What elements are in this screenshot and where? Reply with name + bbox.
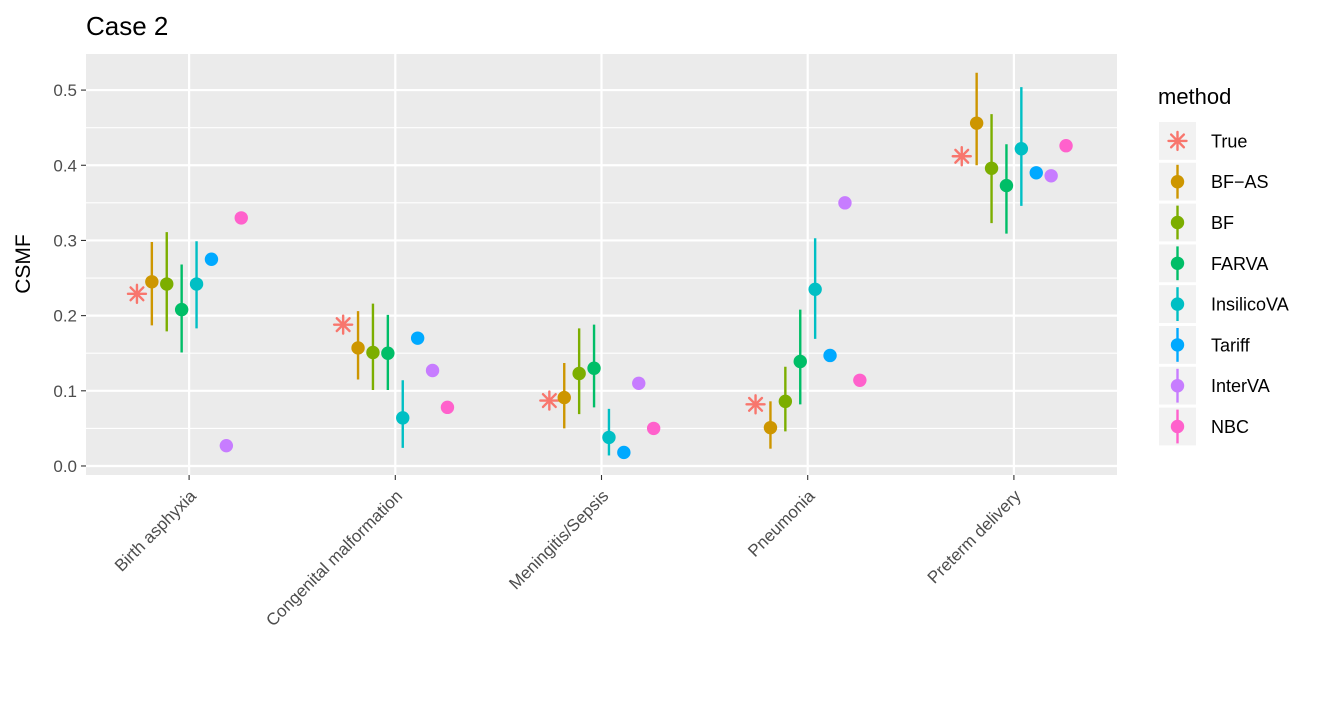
point-farva — [793, 354, 807, 369]
legend-label: BF−AS — [1211, 172, 1269, 192]
point-farva — [587, 361, 601, 375]
point-insilicova — [189, 277, 204, 291]
point-bf-as — [763, 420, 778, 435]
y-tick-label: 0.4 — [53, 156, 77, 175]
point-tariff — [410, 331, 425, 345]
y-axis: 0.0 0.1 0.2 0.3 0.4 0.5 — [53, 81, 86, 476]
legend-label: InterVA — [1211, 376, 1270, 396]
x-tick-label: Preterm delivery — [924, 486, 1025, 587]
point-interva — [425, 363, 440, 378]
legend-label: InsilicoVA — [1211, 295, 1289, 315]
point-interva — [1044, 169, 1058, 183]
x-tick-label: Pneumonia — [744, 486, 819, 561]
point-bf — [160, 277, 174, 291]
point-insilicova — [396, 411, 410, 425]
y-tick-label: 0.3 — [53, 231, 77, 250]
legend-label: NBC — [1211, 417, 1249, 437]
y-tick-label: 0.2 — [53, 307, 77, 326]
y-tick-label: 0.1 — [53, 382, 77, 401]
point-bf-as — [557, 390, 571, 405]
x-tick-label: Meningitis/Sepsis — [505, 486, 612, 593]
asterisk-stroke — [541, 393, 557, 409]
point-bf-as — [969, 116, 984, 130]
legend-symbol-bf-as — [1170, 175, 1185, 189]
asterisk-stroke — [335, 317, 351, 333]
legend-symbol-tariff — [1170, 338, 1185, 352]
point-interva — [632, 376, 646, 390]
chart-title: Case 2 — [86, 11, 168, 41]
y-axis-title: CSMF — [12, 234, 35, 294]
point-nbc — [440, 400, 455, 415]
point-insilicova — [1014, 142, 1029, 156]
point-tariff — [204, 252, 219, 266]
legend-label: BF — [1211, 213, 1234, 233]
x-tick-label: Birth asphyxia — [111, 486, 200, 575]
point-nbc — [1059, 139, 1073, 153]
point-bf — [366, 345, 380, 360]
point-tariff — [1029, 166, 1043, 180]
point-tariff — [823, 348, 837, 363]
data-marks — [126, 72, 1073, 460]
point-farva — [174, 302, 189, 317]
legend: method True BF−AS BF FARVA InsilicoVA Tariff I… — [1158, 84, 1289, 446]
point-bf — [778, 394, 793, 409]
point-true — [951, 146, 972, 167]
y-tick-label: 0.5 — [53, 81, 77, 100]
asterisk-stroke — [129, 286, 145, 302]
point-true — [745, 394, 766, 415]
point-true — [539, 390, 560, 411]
legend-label: FARVA — [1211, 254, 1268, 274]
point-farva — [999, 178, 1014, 193]
legend-label: True — [1211, 131, 1247, 151]
legend-symbol-bf — [1170, 215, 1185, 230]
point-bf-as — [351, 341, 365, 355]
point-bf-as — [145, 275, 159, 289]
point-insilicova — [808, 282, 822, 297]
legend-label: Tariff — [1211, 335, 1251, 355]
asterisk-stroke — [747, 396, 764, 412]
point-nbc — [853, 373, 867, 387]
point-interva — [838, 196, 852, 210]
point-farva — [381, 346, 395, 360]
point-insilicova — [602, 430, 616, 445]
asterisk-stroke — [954, 148, 970, 164]
gridlines — [86, 54, 1117, 475]
point-nbc — [234, 211, 248, 225]
x-tick-label: Congenital malformation — [262, 486, 406, 630]
x-axis: Birth asphyxia Congenital malformation Men… — [111, 475, 1025, 630]
point-interva — [219, 438, 234, 453]
legend-symbol-interva — [1170, 379, 1185, 393]
point-true — [332, 314, 354, 335]
legend-symbol-true — [1167, 130, 1188, 152]
legend-symbol-farva — [1170, 256, 1185, 270]
point-bf — [984, 161, 999, 175]
legend-symbol-nbc — [1170, 419, 1185, 434]
y-tick-label: 0.0 — [53, 457, 77, 476]
legend-title: method — [1158, 84, 1231, 109]
asterisk-stroke — [1169, 133, 1186, 149]
legend-symbol-insilicova — [1170, 297, 1185, 311]
point-tariff — [617, 445, 631, 460]
point-nbc — [646, 421, 661, 436]
point-true — [126, 283, 148, 305]
point-bf — [572, 366, 586, 381]
